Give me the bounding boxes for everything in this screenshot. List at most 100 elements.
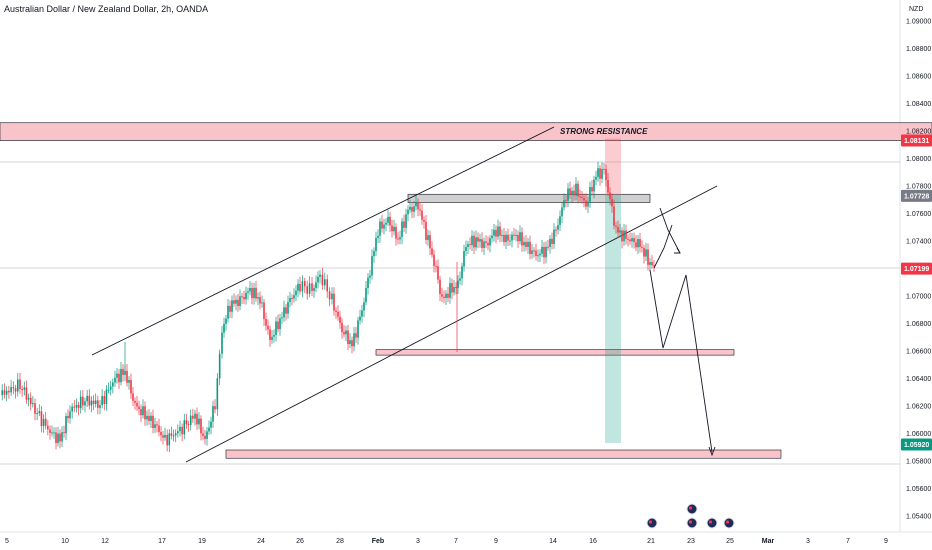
candle-body bbox=[619, 230, 621, 233]
candle-body bbox=[465, 246, 467, 252]
y-tick-label: 1.08400 bbox=[906, 101, 931, 108]
projection-line[interactable] bbox=[653, 224, 673, 269]
candle-body bbox=[116, 373, 118, 378]
candle-body bbox=[633, 237, 635, 243]
candle-body bbox=[539, 253, 541, 256]
candle-body bbox=[65, 415, 67, 434]
candle-body bbox=[525, 241, 527, 247]
candle-body bbox=[607, 180, 609, 193]
candle-body bbox=[501, 234, 503, 236]
candle-body bbox=[581, 196, 583, 198]
zone-support-mid[interactable] bbox=[375, 349, 735, 356]
y-tick-label: 1.06800 bbox=[906, 321, 931, 328]
candle-body bbox=[53, 432, 55, 434]
candle-body bbox=[583, 197, 585, 201]
candle-body bbox=[415, 202, 417, 207]
position-target-zone[interactable] bbox=[605, 195, 621, 443]
candle-body bbox=[107, 389, 110, 391]
candle-body bbox=[451, 283, 453, 293]
candle-body bbox=[509, 240, 511, 242]
candle-body bbox=[263, 302, 265, 319]
candle-body bbox=[40, 411, 43, 427]
candle-body bbox=[587, 201, 589, 207]
x-tick-label: Feb bbox=[372, 538, 384, 545]
candle-body bbox=[477, 237, 479, 242]
candle-body bbox=[365, 287, 367, 303]
candle-body bbox=[343, 332, 345, 335]
candle-body bbox=[317, 276, 319, 283]
candle-body bbox=[439, 279, 441, 295]
candle-body bbox=[328, 291, 331, 300]
candle-body bbox=[419, 209, 421, 211]
candle-body bbox=[603, 168, 605, 170]
candle-body bbox=[627, 238, 629, 240]
candle-body bbox=[251, 288, 253, 299]
y-tick-label: 1.05600 bbox=[906, 486, 931, 493]
x-tick-label: 26 bbox=[296, 538, 304, 545]
zone-target-support[interactable] bbox=[225, 449, 782, 459]
event-flag-icon[interactable] bbox=[686, 517, 698, 529]
projection-line[interactable] bbox=[649, 269, 713, 453]
candle-body bbox=[239, 296, 241, 306]
candle-body bbox=[537, 255, 539, 257]
candle-body bbox=[635, 242, 637, 248]
candle-body bbox=[337, 311, 339, 317]
candle-body bbox=[261, 302, 263, 304]
candle-body bbox=[112, 382, 114, 387]
candle-body bbox=[12, 387, 15, 389]
position-stop-zone[interactable] bbox=[605, 138, 621, 195]
channel-lower-line[interactable] bbox=[185, 185, 718, 463]
candle-body bbox=[204, 435, 206, 439]
candle-body bbox=[571, 190, 573, 196]
y-tick-label: 1.08600 bbox=[906, 74, 931, 81]
candle-body bbox=[599, 168, 601, 179]
candle-body bbox=[21, 389, 23, 391]
candle-body bbox=[103, 396, 106, 404]
candle-body bbox=[589, 187, 591, 202]
candle-body bbox=[156, 424, 158, 426]
candle-body bbox=[181, 426, 183, 435]
candle-body bbox=[611, 198, 613, 207]
candle-body bbox=[267, 325, 269, 330]
event-flag-icon-detail bbox=[708, 520, 713, 524]
candle-body bbox=[10, 387, 12, 393]
candle-body bbox=[469, 244, 471, 246]
event-flag-icon[interactable] bbox=[706, 517, 718, 529]
candle-body bbox=[285, 307, 287, 314]
x-tick-label: 16 bbox=[589, 538, 597, 545]
candle-body bbox=[417, 202, 419, 210]
candle-body bbox=[625, 230, 627, 239]
projection-line[interactable] bbox=[659, 207, 681, 254]
candle-body bbox=[597, 168, 599, 177]
candle-body bbox=[114, 377, 116, 383]
candle-body bbox=[613, 206, 615, 226]
candle-body bbox=[499, 226, 501, 236]
candle-body bbox=[557, 225, 559, 230]
candle-body bbox=[174, 433, 177, 436]
candle-body bbox=[92, 400, 95, 405]
candle-body bbox=[42, 418, 45, 427]
candle-body bbox=[23, 387, 26, 390]
candle-body bbox=[287, 302, 289, 314]
candle-body bbox=[637, 238, 639, 248]
channel-upper-line[interactable] bbox=[91, 126, 555, 356]
candle-body bbox=[86, 395, 88, 402]
candle-body bbox=[206, 431, 208, 439]
candle-body bbox=[216, 378, 219, 410]
event-flag-icon[interactable] bbox=[686, 503, 698, 515]
event-flag-icon[interactable] bbox=[723, 517, 735, 529]
candle-body bbox=[463, 251, 465, 267]
zone-resistance-gray[interactable] bbox=[407, 193, 651, 203]
candle-body bbox=[166, 434, 168, 446]
candle-body bbox=[591, 187, 593, 192]
candle-body bbox=[455, 287, 457, 289]
x-tick-label: 25 bbox=[726, 538, 734, 545]
candle-body bbox=[459, 278, 461, 281]
event-flag-icon[interactable] bbox=[646, 517, 658, 529]
zone-strong-resistance[interactable] bbox=[0, 122, 932, 141]
candle-body bbox=[551, 238, 553, 244]
y-tick-label: 1.07600 bbox=[906, 211, 931, 218]
x-tick-label: 9 bbox=[494, 538, 498, 545]
